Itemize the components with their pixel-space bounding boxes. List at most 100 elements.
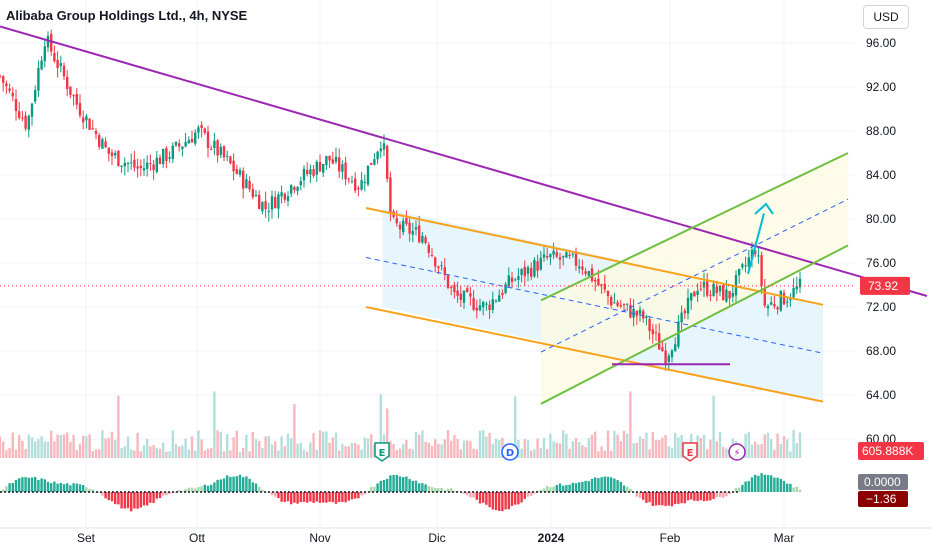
volume-bar (299, 442, 302, 458)
candle-body (498, 295, 501, 302)
candle-body (594, 279, 597, 282)
oscillator-bar (200, 486, 203, 492)
volume-bar (248, 451, 251, 458)
oscillator-bar (334, 492, 338, 504)
lightning-icon-frame (728, 443, 746, 461)
candle-body (744, 265, 747, 267)
earnings-icon[interactable]: E (374, 442, 390, 462)
oscillator-bar (82, 484, 85, 492)
candle-body (677, 321, 680, 347)
oscillator-bar (69, 485, 72, 492)
volume-bar (658, 440, 661, 458)
candle-body (322, 164, 325, 173)
oscillator-bar (677, 492, 680, 504)
price-axis-tick: 92.00 (866, 80, 896, 94)
candle-body (613, 302, 616, 304)
candle-body (686, 297, 690, 314)
volume-bar (712, 395, 715, 458)
price-axis-tick: 68.00 (866, 344, 896, 358)
oscillator-bar (734, 487, 738, 492)
candle-body (462, 290, 466, 303)
volume-badge[interactable] (858, 442, 924, 460)
candle-body (34, 90, 37, 102)
oscillator-bar (642, 492, 645, 500)
candle-body (648, 318, 651, 332)
currency-button[interactable]: USD (863, 5, 909, 29)
volume-bar (331, 437, 334, 458)
oscillator-bar (56, 483, 59, 492)
volume-bar (290, 438, 293, 458)
candle-body (162, 148, 165, 164)
candle-body (123, 162, 126, 167)
candle-body (798, 278, 802, 288)
candle-body (187, 140, 190, 144)
volume-bar (98, 449, 101, 458)
oscillator-bar (293, 492, 296, 503)
candle-body (578, 266, 581, 269)
time-axis-label: Nov (309, 531, 330, 545)
candle-body (66, 76, 69, 90)
volume-bar (18, 435, 21, 458)
volume-bar (27, 434, 30, 458)
candle-body (600, 284, 603, 286)
oscillator-bar (712, 492, 715, 500)
volume-bar (498, 439, 501, 458)
oscillator-zero-badge[interactable] (858, 474, 908, 490)
volume-bar (558, 443, 562, 458)
candle-body (517, 276, 520, 280)
oscillator-bar (466, 492, 469, 496)
oscillator-bar (123, 492, 126, 509)
candle-body (2, 76, 5, 83)
volume-bar (338, 450, 341, 458)
oscillator-bar (206, 485, 210, 492)
candle-body (779, 290, 782, 311)
candle-body (590, 268, 594, 282)
volume-bar (162, 442, 165, 458)
candle-body (222, 146, 226, 158)
oscillator-bar (411, 480, 414, 492)
projection-arrow-head (754, 202, 774, 215)
volume-bar (178, 446, 181, 458)
oscillator-bar (485, 492, 488, 505)
oscillator-bar (46, 481, 50, 492)
candle-body (776, 307, 779, 310)
volume-bar (600, 446, 603, 458)
candle-body (702, 281, 706, 288)
candle-body (619, 305, 622, 307)
oscillator-bar (117, 492, 120, 505)
oscillator-bar (472, 492, 475, 498)
volume-bar (443, 439, 446, 458)
oscillator-bar (414, 480, 418, 492)
candle-body (584, 271, 587, 274)
volume-bar (50, 430, 53, 458)
last-price-badge[interactable] (860, 276, 910, 295)
oscillator-bar (75, 483, 78, 492)
candle-body (664, 350, 667, 365)
oscillator-bar (270, 492, 274, 496)
candle-body (286, 196, 290, 202)
oscillator-bar (197, 487, 200, 492)
lightning-icon[interactable]: ⚡ (728, 443, 746, 461)
oscillator-bar (658, 492, 661, 506)
candle-body (328, 155, 331, 161)
candle-body (363, 181, 366, 183)
candle-body (542, 254, 546, 258)
oscillator-value-badge[interactable] (858, 491, 908, 507)
candle-body (722, 285, 725, 301)
oscillator-bar (254, 483, 258, 492)
oscillator-bar (664, 492, 667, 506)
candle-body (0, 75, 2, 77)
volume-bar (402, 444, 405, 458)
candle-body (469, 293, 472, 297)
earnings-icon[interactable]: E (682, 442, 698, 462)
candle-body (104, 141, 107, 148)
volume-bar (11, 432, 14, 458)
oscillator-bar (389, 475, 392, 492)
oscillator-bar (5, 486, 8, 492)
oscillator-bar (78, 484, 82, 492)
candle-body (696, 290, 699, 296)
dividend-icon[interactable]: D (501, 443, 519, 461)
volume-bar (434, 439, 437, 458)
oscillator-bar (747, 481, 750, 492)
